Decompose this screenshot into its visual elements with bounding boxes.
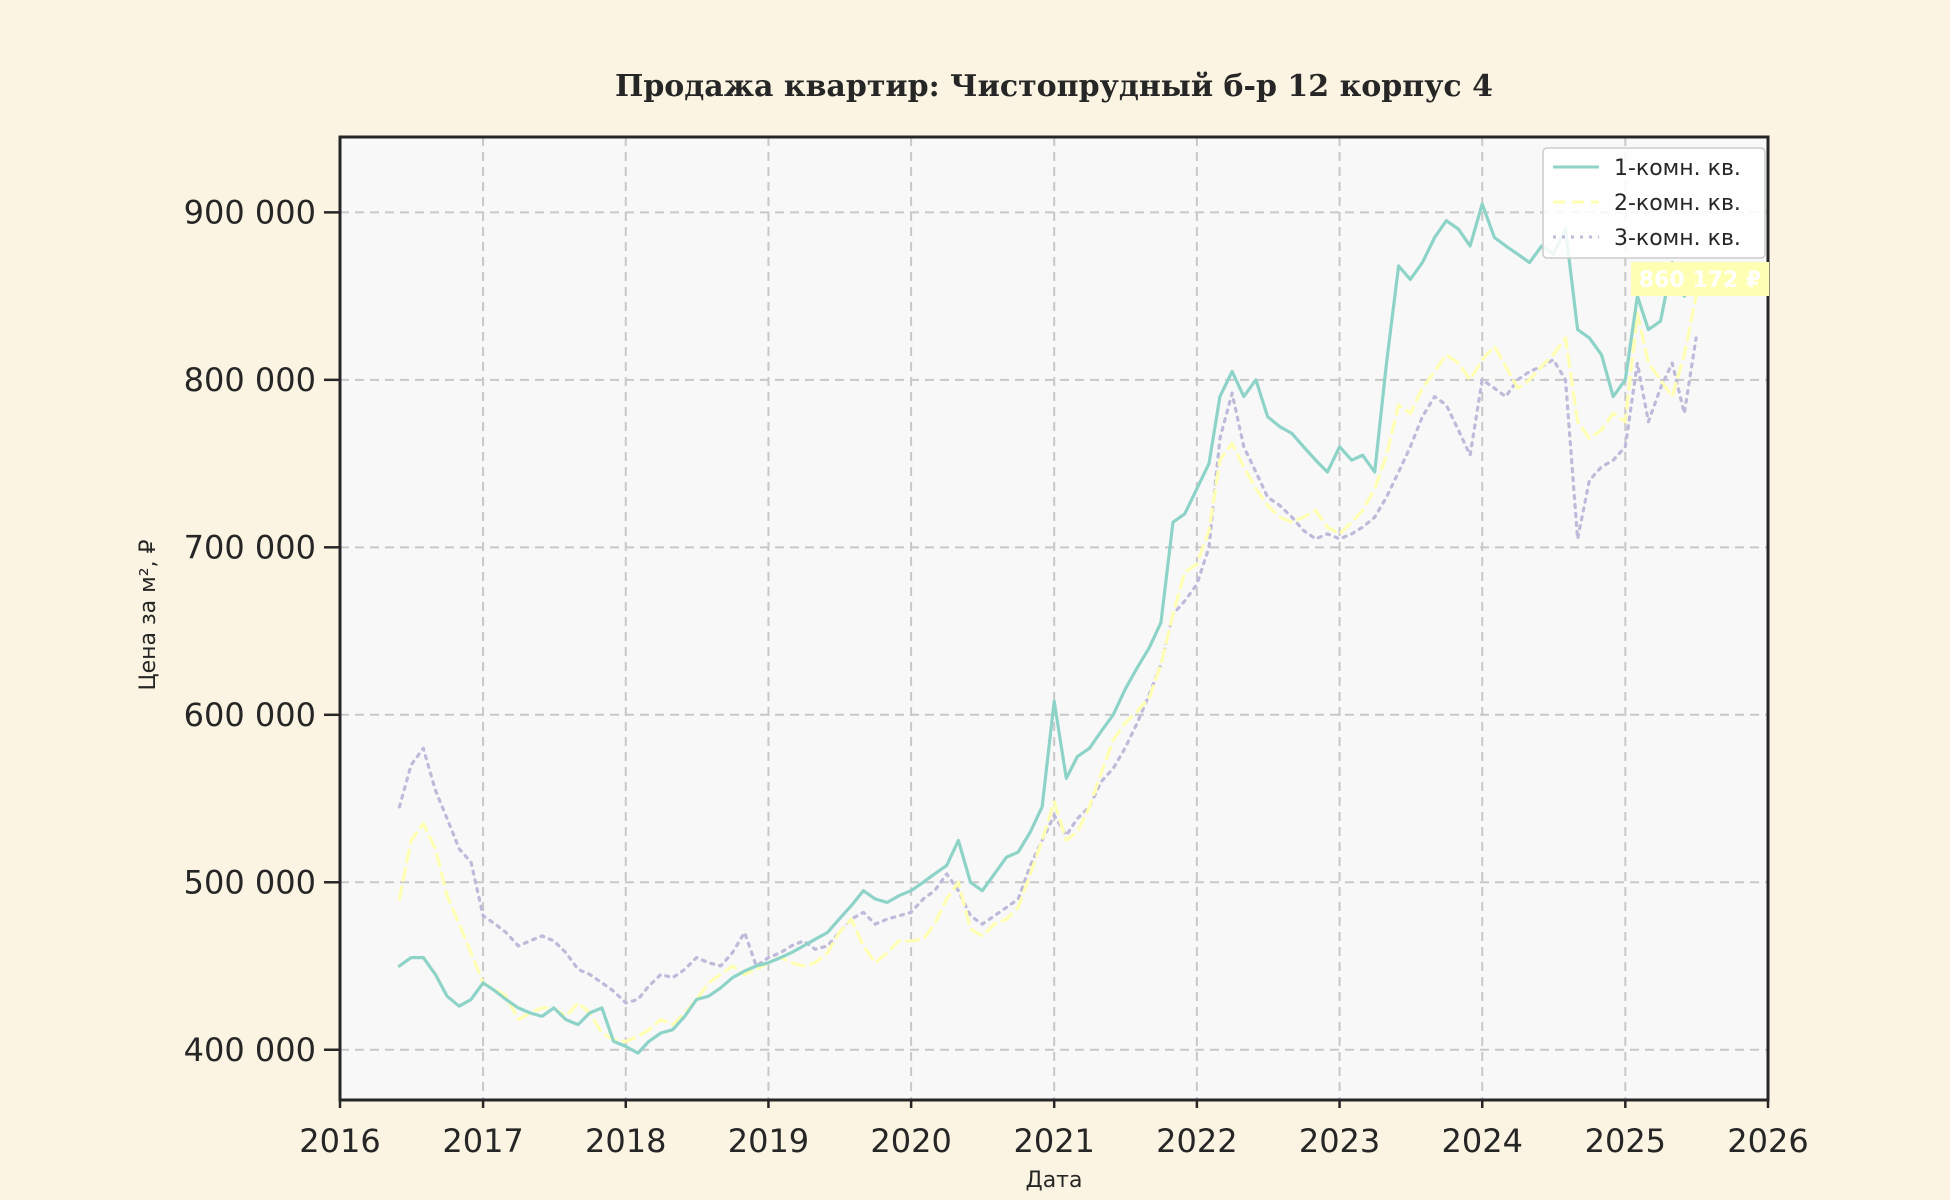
y-tick-label: 900 000 (184, 193, 316, 231)
x-tick-label: 2021 (1013, 1122, 1094, 1160)
x-tick-label: 2023 (1299, 1122, 1380, 1160)
legend-label-3room: 3-комн. кв. (1614, 226, 1741, 251)
series-line-2room (397, 294, 1698, 1043)
series-line-1room (397, 202, 1698, 1055)
last-price-badge: 860 172 ₽ (1631, 262, 1769, 296)
x-axis: 2016 2017 2018 2019 2020 2021 2022 2023 2024 2025… (299, 1100, 1809, 1160)
x-tick-label: 2022 (1156, 1122, 1237, 1160)
chart-title: Продажа квартир: Чистопрудный б-р 12 кор… (615, 69, 1493, 104)
x-tick-label: 2024 (1442, 1122, 1523, 1160)
x-tick-label: 2017 (442, 1122, 523, 1160)
y-axis: 400 000 500 000 600 000 700 000 800 000 900 0… (184, 193, 340, 1069)
y-tick-label: 700 000 (184, 528, 316, 566)
x-axis-label: Дата (1026, 1168, 1083, 1193)
last-price-badge-bg (1631, 262, 1769, 296)
y-axis-label: Цена за м², ₽ (136, 539, 161, 690)
y-tick-label: 600 000 (184, 696, 316, 734)
series-layer (397, 202, 1698, 1055)
series-line-3room (397, 336, 1698, 1005)
y-tick-label: 800 000 (184, 361, 316, 399)
legend-box (1542, 147, 1766, 259)
x-tick-label: 2019 (728, 1122, 809, 1160)
last-price-label: 860 172 ₽ (1639, 268, 1761, 293)
legend-label-1room: 1-комн. кв. (1614, 156, 1741, 181)
legend-label-2room: 2-комн. кв. (1614, 191, 1741, 216)
y-tick-label: 500 000 (184, 863, 316, 901)
x-tick-label: 2018 (585, 1122, 666, 1160)
x-tick-label: 2026 (1727, 1122, 1808, 1160)
x-tick-label: 2025 (1585, 1122, 1666, 1160)
legend: 1-комн. кв. 2-комн. кв. 3-комн. кв. (1542, 147, 1766, 259)
x-tick-label: 2020 (870, 1122, 951, 1160)
x-tick-label: 2016 (299, 1122, 380, 1160)
y-tick-label: 400 000 (184, 1031, 316, 1069)
